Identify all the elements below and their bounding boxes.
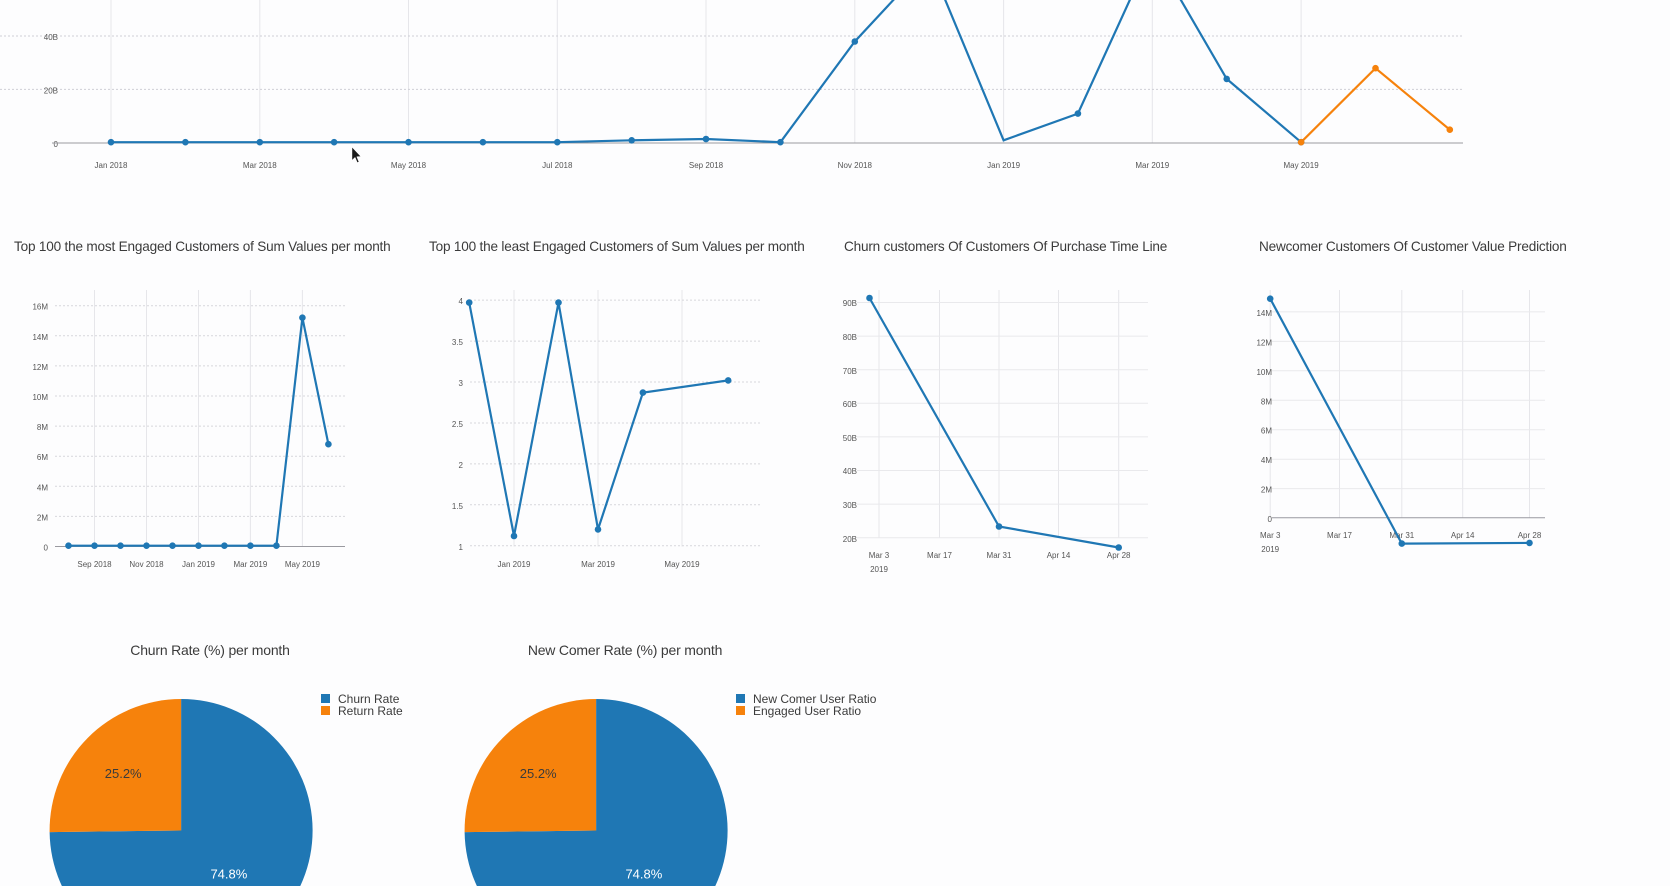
svg-text:4: 4: [459, 297, 464, 306]
svg-text:25.2%: 25.2%: [105, 766, 142, 781]
svg-text:4M: 4M: [37, 483, 48, 492]
svg-text:12M: 12M: [1256, 338, 1272, 347]
svg-text:Mar 31: Mar 31: [987, 551, 1012, 560]
svg-text:Mar 31: Mar 31: [1389, 531, 1414, 540]
svg-text:8M: 8M: [1261, 397, 1272, 406]
svg-text:30B: 30B: [843, 501, 857, 510]
svg-text:0: 0: [54, 140, 59, 149]
svg-text:Jan 2018: Jan 2018: [95, 161, 128, 170]
svg-text:May 2019: May 2019: [285, 560, 321, 569]
svg-text:16M: 16M: [32, 303, 48, 312]
svg-text:Mar 2018: Mar 2018: [243, 161, 277, 170]
svg-text:1: 1: [459, 543, 464, 552]
svg-text:Jan 2019: Jan 2019: [182, 560, 215, 569]
svg-text:6M: 6M: [1261, 427, 1272, 436]
svg-text:0: 0: [1268, 515, 1273, 524]
svg-text:2019: 2019: [870, 565, 888, 574]
svg-text:10M: 10M: [32, 393, 48, 402]
svg-text:May 2019: May 2019: [1284, 161, 1320, 170]
svg-text:Nov 2018: Nov 2018: [838, 161, 873, 170]
svg-text:90B: 90B: [843, 299, 857, 308]
svg-text:74.8%: 74.8%: [625, 866, 662, 881]
svg-text:2M: 2M: [1261, 486, 1272, 495]
svg-text:Apr 14: Apr 14: [1451, 531, 1475, 540]
svg-text:Jan 2019: Jan 2019: [987, 161, 1020, 170]
svg-text:Mar 17: Mar 17: [1327, 531, 1352, 540]
svg-text:14M: 14M: [1256, 309, 1272, 318]
svg-text:Apr 28: Apr 28: [1107, 551, 1131, 560]
svg-text:2.5: 2.5: [452, 420, 464, 429]
svg-text:12M: 12M: [32, 363, 48, 372]
svg-text:25.2%: 25.2%: [520, 766, 557, 781]
svg-text:60B: 60B: [843, 400, 857, 409]
svg-text:Jul 2018: Jul 2018: [542, 161, 573, 170]
svg-text:May 2018: May 2018: [391, 161, 427, 170]
svg-text:20B: 20B: [843, 535, 857, 544]
svg-text:6M: 6M: [37, 453, 48, 462]
svg-text:2019: 2019: [1261, 545, 1279, 554]
svg-text:Mar 3: Mar 3: [1260, 531, 1281, 540]
svg-text:Jan 2019: Jan 2019: [498, 560, 531, 569]
svg-text:8M: 8M: [37, 423, 48, 432]
svg-text:14M: 14M: [32, 333, 48, 342]
svg-text:4M: 4M: [1261, 456, 1272, 465]
svg-text:10M: 10M: [1256, 368, 1272, 377]
svg-text:Apr 14: Apr 14: [1047, 551, 1071, 560]
svg-text:May 2019: May 2019: [664, 560, 700, 569]
svg-text:Sep 2018: Sep 2018: [689, 161, 724, 170]
svg-text:0: 0: [44, 544, 49, 553]
svg-text:74.8%: 74.8%: [210, 866, 247, 881]
svg-text:50B: 50B: [843, 434, 857, 443]
svg-text:Sep 2018: Sep 2018: [77, 560, 112, 569]
svg-text:Mar 3: Mar 3: [869, 551, 890, 560]
svg-text:40B: 40B: [44, 33, 58, 42]
svg-text:2M: 2M: [37, 513, 48, 522]
svg-text:Mar 2019: Mar 2019: [1135, 161, 1169, 170]
svg-text:Apr 28: Apr 28: [1518, 531, 1542, 540]
svg-text:70B: 70B: [843, 367, 857, 376]
svg-text:Mar 2019: Mar 2019: [581, 560, 615, 569]
svg-text:40B: 40B: [843, 467, 857, 476]
svg-text:20B: 20B: [44, 87, 58, 96]
svg-text:2: 2: [459, 461, 464, 470]
svg-text:Nov 2018: Nov 2018: [129, 560, 164, 569]
svg-text:80B: 80B: [843, 333, 857, 342]
svg-text:1.5: 1.5: [452, 502, 464, 511]
svg-text:Mar 2019: Mar 2019: [234, 560, 268, 569]
svg-text:Mar 17: Mar 17: [927, 551, 952, 560]
svg-text:3.5: 3.5: [452, 338, 464, 347]
svg-text:3: 3: [459, 379, 464, 388]
